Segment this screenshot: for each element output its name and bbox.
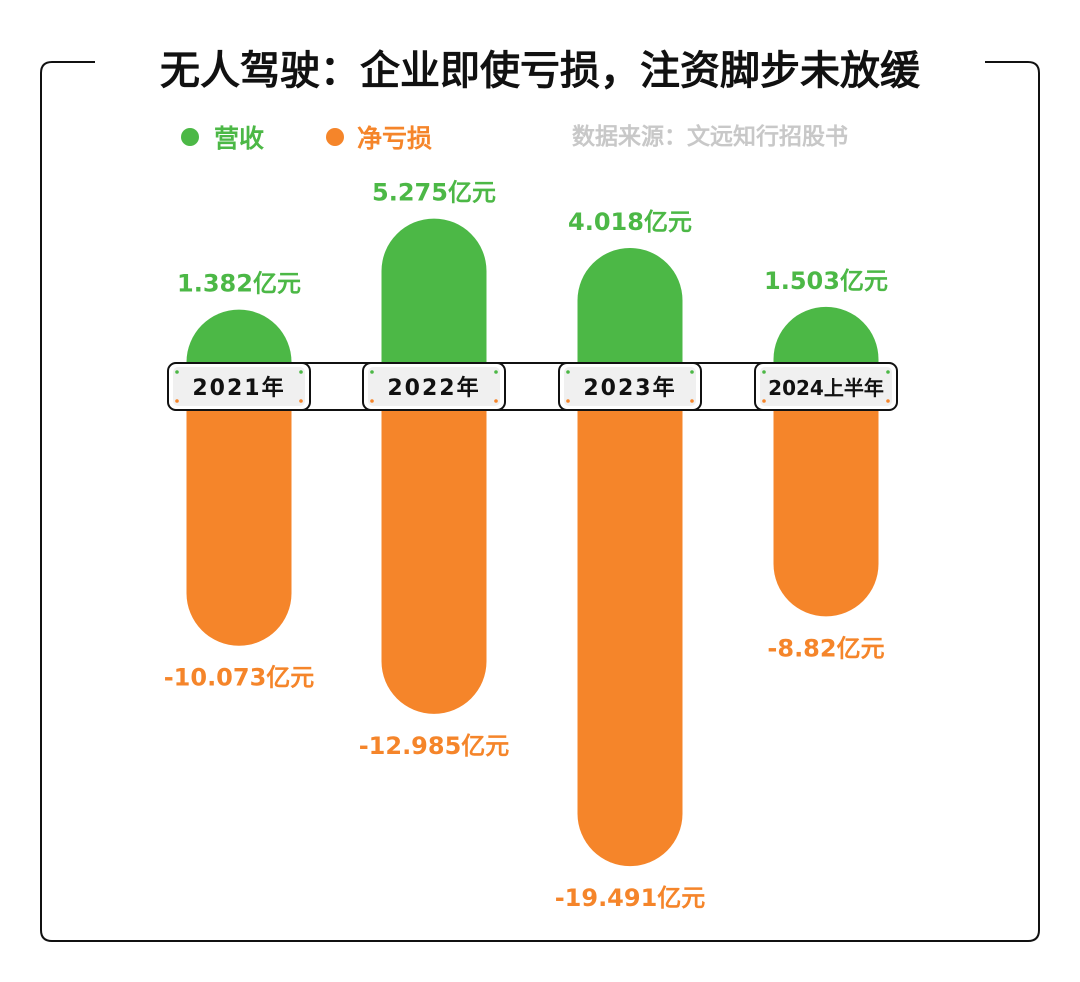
corner-dot — [566, 370, 570, 374]
corner-dot — [566, 399, 570, 403]
corner-dot — [762, 399, 766, 403]
corner-dot — [886, 399, 890, 403]
corner-dot — [690, 370, 694, 374]
category-box-inner — [173, 367, 305, 406]
legend-marker-revenue — [181, 128, 199, 146]
loss-bar — [381, 386, 487, 714]
legend-label-loss: 净亏损 — [357, 124, 432, 153]
loss-value-label: -8.82亿元 — [767, 634, 884, 662]
revenue-bar — [577, 247, 683, 388]
category-box-inner — [564, 367, 696, 406]
loss-bar — [577, 386, 683, 867]
category-label: 2024上半年 — [768, 376, 884, 400]
legend-label-revenue: 营收 — [214, 124, 264, 153]
corner-dot — [494, 399, 498, 403]
loss-value-label: -19.491亿元 — [555, 884, 706, 912]
revenue-bar — [381, 218, 487, 388]
corner-dot — [886, 370, 890, 374]
category-label: 2021年 — [192, 375, 285, 401]
corner-dot — [370, 370, 374, 374]
frame-border — [40, 61, 1040, 942]
category-box-inner — [368, 367, 500, 406]
corner-dot — [299, 399, 303, 403]
revenue-value-label: 4.018亿元 — [568, 208, 692, 236]
category-label: 2023年 — [583, 375, 676, 401]
legend-marker-loss — [326, 128, 344, 146]
category-box-inner — [760, 367, 892, 406]
revenue-value-label: 5.275亿元 — [372, 179, 496, 207]
corner-dot — [175, 399, 179, 403]
revenue-value-label: 1.382亿元 — [177, 270, 301, 298]
corner-dot — [299, 370, 303, 374]
corner-dot — [370, 399, 374, 403]
corner-dot — [690, 399, 694, 403]
loss-value-label: -12.985亿元 — [359, 732, 510, 760]
loss-bar — [186, 386, 292, 646]
loss-bar — [773, 386, 879, 617]
corner-dot — [494, 370, 498, 374]
corner-dot — [762, 370, 766, 374]
corner-dot — [175, 370, 179, 374]
chart-title: 无人驾驶：企业即使亏损，注资脚步未放缓 — [160, 48, 921, 94]
source-note: 数据来源：文远知行招股书 — [572, 123, 848, 150]
loss-value-label: -10.073亿元 — [164, 664, 315, 692]
revenue-value-label: 1.503亿元 — [764, 267, 888, 295]
category-label: 2022年 — [387, 375, 480, 401]
